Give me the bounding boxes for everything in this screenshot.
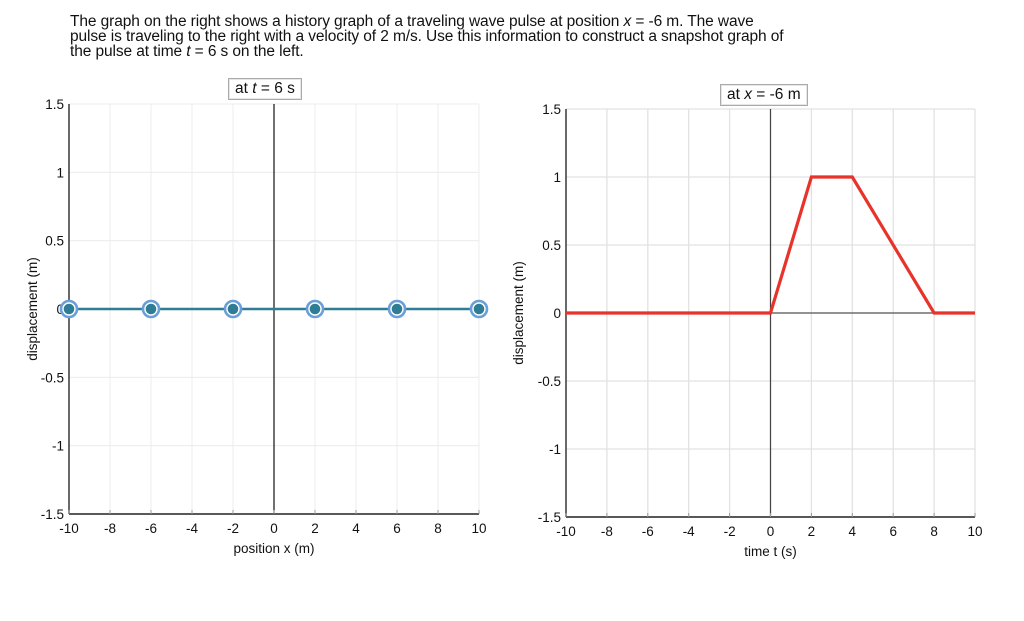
y-tick-label: 1.5 [45,97,64,112]
x-tick-label: -10 [556,524,576,539]
x-tick-label: 0 [767,524,775,539]
plot-area: -10 -8 -6 -4 -2 0 2 4 6 8 10 -1.5 -1 -0.5 0 0.5 1 1.5 time… [511,102,983,559]
x-tick-label: 4 [849,524,857,539]
x-tick-label: -2 [724,524,736,539]
x-tick-label: 6 [889,524,897,539]
draggable-point-handle[interactable] [141,299,161,319]
tag-var: t [252,80,257,97]
x-tick-label: -2 [227,521,239,536]
x-tick-label: 8 [930,524,938,539]
x-tick-label: 10 [471,521,486,536]
x-tick-label: 10 [967,524,982,539]
x-tick-label: -8 [601,524,613,539]
draggable-point-handle[interactable] [469,299,489,319]
prompt-line-1: The graph on the right shows a history g… [70,13,970,30]
problem-statement: The graph on the right shows a history g… [70,13,970,60]
tag-text: = 6 s [256,80,295,97]
prompt-var-t: t [186,43,191,60]
x-tick-label: 6 [393,521,401,536]
plot-area[interactable]: -10-8-6-4-20246810-1.5-1-0.500.511.5posi… [25,97,489,556]
x-tick-label: -8 [104,521,116,536]
y-tick-label: -1 [549,442,561,457]
draggable-point-handle[interactable] [387,299,407,319]
x-tick-label: -6 [642,524,654,539]
prompt-text: = 6 s on the left. [190,43,304,60]
prompt-line-2: pulse is traveling to the right with a v… [70,28,784,45]
snapshot-graph-title: at t = 6 s [228,78,302,100]
tag-text: at [235,80,253,97]
y-tick-label: -0.5 [538,374,561,389]
x-tick-label: -4 [683,524,695,539]
y-tick-label: 0.5 [542,238,561,253]
y-tick-label: -1.5 [41,507,64,522]
x-tick-label: 8 [434,521,442,536]
tag-text: at [727,86,745,103]
y-tick-label: -1.5 [538,510,561,525]
x-tick-label: -10 [59,521,79,536]
draggable-point-handle[interactable] [59,299,79,319]
y-tick-label: 1 [553,170,561,185]
y-tick-label: 1.5 [542,102,561,117]
y-tick-label: 0.5 [45,234,64,249]
tag-var: x [744,86,752,103]
history-graph-title: at x = -6 m [720,84,808,106]
x-tick-label: 0 [270,521,278,536]
x-tick-label: -6 [145,521,157,536]
x-tick-label: 2 [311,521,319,536]
history-curve [566,175,975,315]
prompt-text: = -6 m. The wave [631,13,754,30]
y-tick-label: -1 [52,439,64,454]
prompt-text: The graph on the right shows a history g… [70,13,624,30]
draggable-point-handle[interactable] [305,299,325,319]
x-axis-title: time t (s) [744,544,797,559]
y-axis-title: displacement (m) [511,261,526,365]
x-axis-title: position x (m) [233,541,314,556]
x-tick-label: 4 [352,521,360,536]
draggable-point-handle[interactable] [223,299,243,319]
y-axis-title: displacement (m) [25,257,40,361]
y-tick-label: 1 [56,165,64,180]
prompt-text: the pulse at time [70,43,187,60]
x-tick-label: -4 [186,521,198,536]
prompt-var-x: x [623,13,632,30]
y-tick-label: -0.5 [41,370,64,385]
tag-text: = -6 m [751,86,801,103]
x-tick-label: 2 [808,524,816,539]
prompt-line-3: the pulse at time t = 6 s on the left. [70,43,970,60]
y-tick-label: 0 [553,306,561,321]
